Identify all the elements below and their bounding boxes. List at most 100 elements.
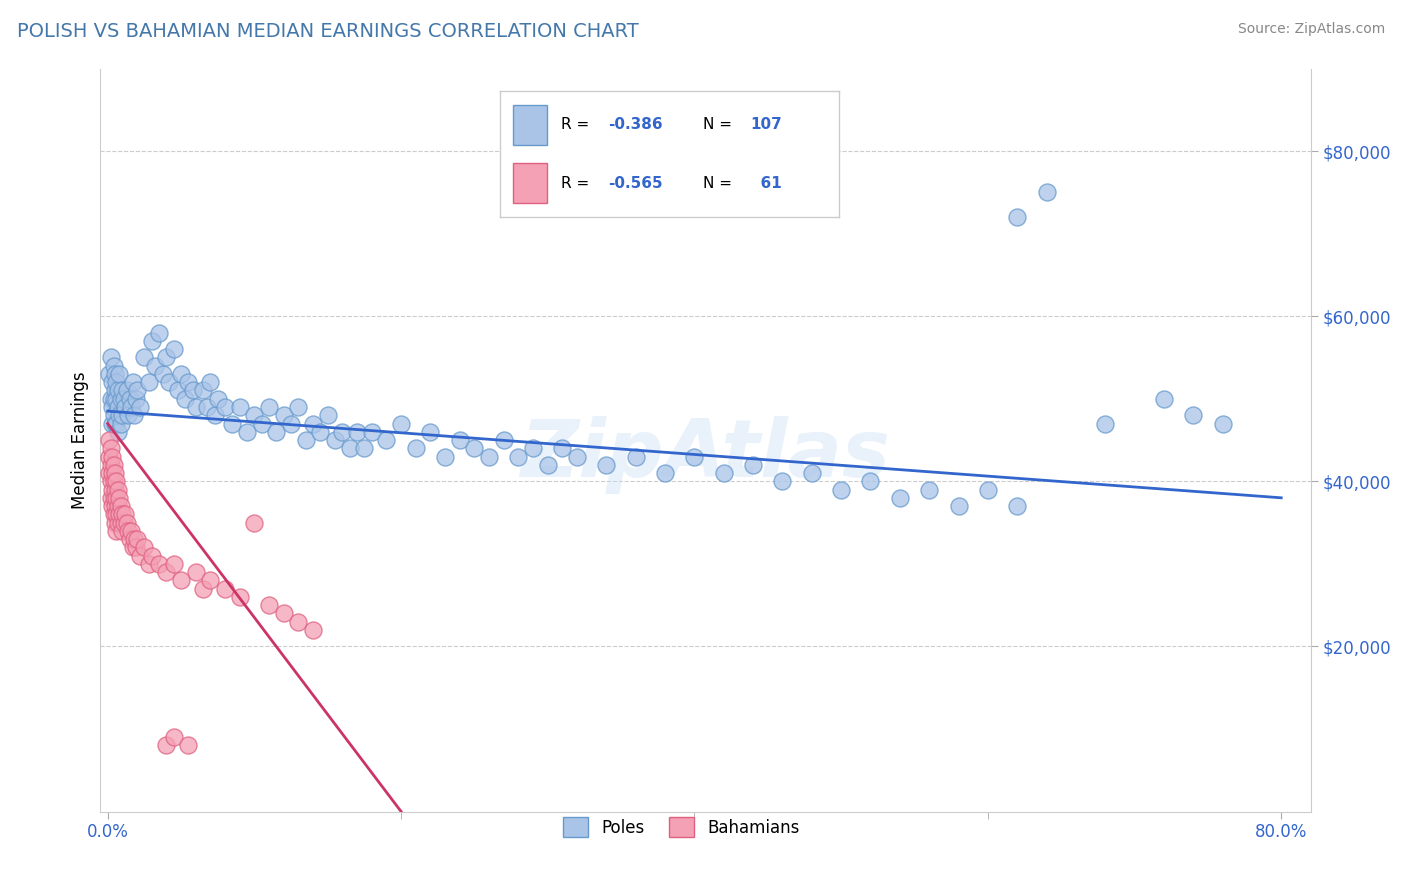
Point xyxy=(250,417,273,431)
Point xyxy=(101,499,124,513)
Point xyxy=(1153,392,1175,406)
Point xyxy=(221,417,243,431)
Point xyxy=(111,384,134,398)
Point xyxy=(111,409,134,423)
Text: POLISH VS BAHAMIAN MEDIAN EARNINGS CORRELATION CHART: POLISH VS BAHAMIAN MEDIAN EARNINGS CORRE… xyxy=(17,22,638,41)
Point xyxy=(565,450,588,464)
Point xyxy=(112,392,135,406)
Point xyxy=(98,450,121,464)
Point xyxy=(104,466,127,480)
Point xyxy=(266,425,288,439)
Point xyxy=(163,730,186,744)
Point xyxy=(100,351,122,365)
Point xyxy=(463,442,485,456)
Point xyxy=(214,582,236,596)
Point xyxy=(207,392,229,406)
Point xyxy=(309,425,332,439)
Point xyxy=(449,433,471,447)
Point xyxy=(98,433,121,447)
Point xyxy=(124,541,146,555)
Point xyxy=(104,417,127,431)
Point xyxy=(287,615,309,629)
Point xyxy=(120,524,142,538)
Point xyxy=(107,483,129,497)
Point xyxy=(107,499,129,513)
Point xyxy=(105,491,128,505)
Point xyxy=(228,590,250,604)
Point xyxy=(200,376,222,390)
Point xyxy=(654,466,676,480)
Point xyxy=(405,442,427,456)
Point xyxy=(103,409,125,423)
Point xyxy=(101,483,124,497)
Point xyxy=(104,384,127,398)
Point xyxy=(103,475,125,489)
Point xyxy=(204,409,226,423)
Point xyxy=(360,425,382,439)
Point xyxy=(114,508,136,522)
Point xyxy=(184,565,207,579)
Text: ZipAtlas: ZipAtlas xyxy=(520,416,890,494)
Point xyxy=(177,376,200,390)
Point xyxy=(830,483,852,497)
Point xyxy=(115,384,138,398)
Point xyxy=(243,516,266,530)
Point xyxy=(1005,499,1028,513)
Point xyxy=(101,417,124,431)
Point xyxy=(103,458,125,472)
Point xyxy=(98,367,121,381)
Point xyxy=(174,392,197,406)
Point xyxy=(105,524,128,538)
Point xyxy=(859,475,882,489)
Point xyxy=(177,739,200,753)
Point xyxy=(155,565,177,579)
Point xyxy=(105,392,128,406)
Point xyxy=(104,367,127,381)
Point xyxy=(129,400,152,414)
Point xyxy=(302,417,325,431)
Point xyxy=(1094,417,1116,431)
Point xyxy=(280,417,302,431)
Point xyxy=(294,433,316,447)
Point xyxy=(108,491,131,505)
Point xyxy=(111,508,134,522)
Point xyxy=(117,524,139,538)
Point xyxy=(105,508,128,522)
Point xyxy=(103,359,125,373)
Point xyxy=(122,409,145,423)
Point xyxy=(107,425,129,439)
Point xyxy=(110,499,132,513)
Point xyxy=(346,425,368,439)
Point xyxy=(157,376,180,390)
Point xyxy=(236,425,259,439)
Point xyxy=(353,442,375,456)
Point xyxy=(492,433,515,447)
Point xyxy=(143,359,166,373)
Point xyxy=(125,384,148,398)
Point xyxy=(977,483,1000,497)
Point xyxy=(103,508,125,522)
Point xyxy=(148,557,170,571)
Point xyxy=(134,351,156,365)
Point xyxy=(214,400,236,414)
Point xyxy=(104,483,127,497)
Point xyxy=(537,458,560,472)
Point xyxy=(107,400,129,414)
Point xyxy=(105,475,128,489)
Point xyxy=(184,400,207,414)
Point xyxy=(316,409,339,423)
Point xyxy=(163,342,186,356)
Point xyxy=(98,466,121,480)
Point xyxy=(152,367,174,381)
Point xyxy=(889,491,911,505)
Point xyxy=(105,376,128,390)
Point xyxy=(141,549,163,563)
Point xyxy=(191,582,214,596)
Point xyxy=(111,524,134,538)
Point xyxy=(100,392,122,406)
Point xyxy=(101,376,124,390)
Point xyxy=(1005,210,1028,224)
Point xyxy=(273,409,295,423)
Point xyxy=(120,400,142,414)
Point xyxy=(375,433,398,447)
